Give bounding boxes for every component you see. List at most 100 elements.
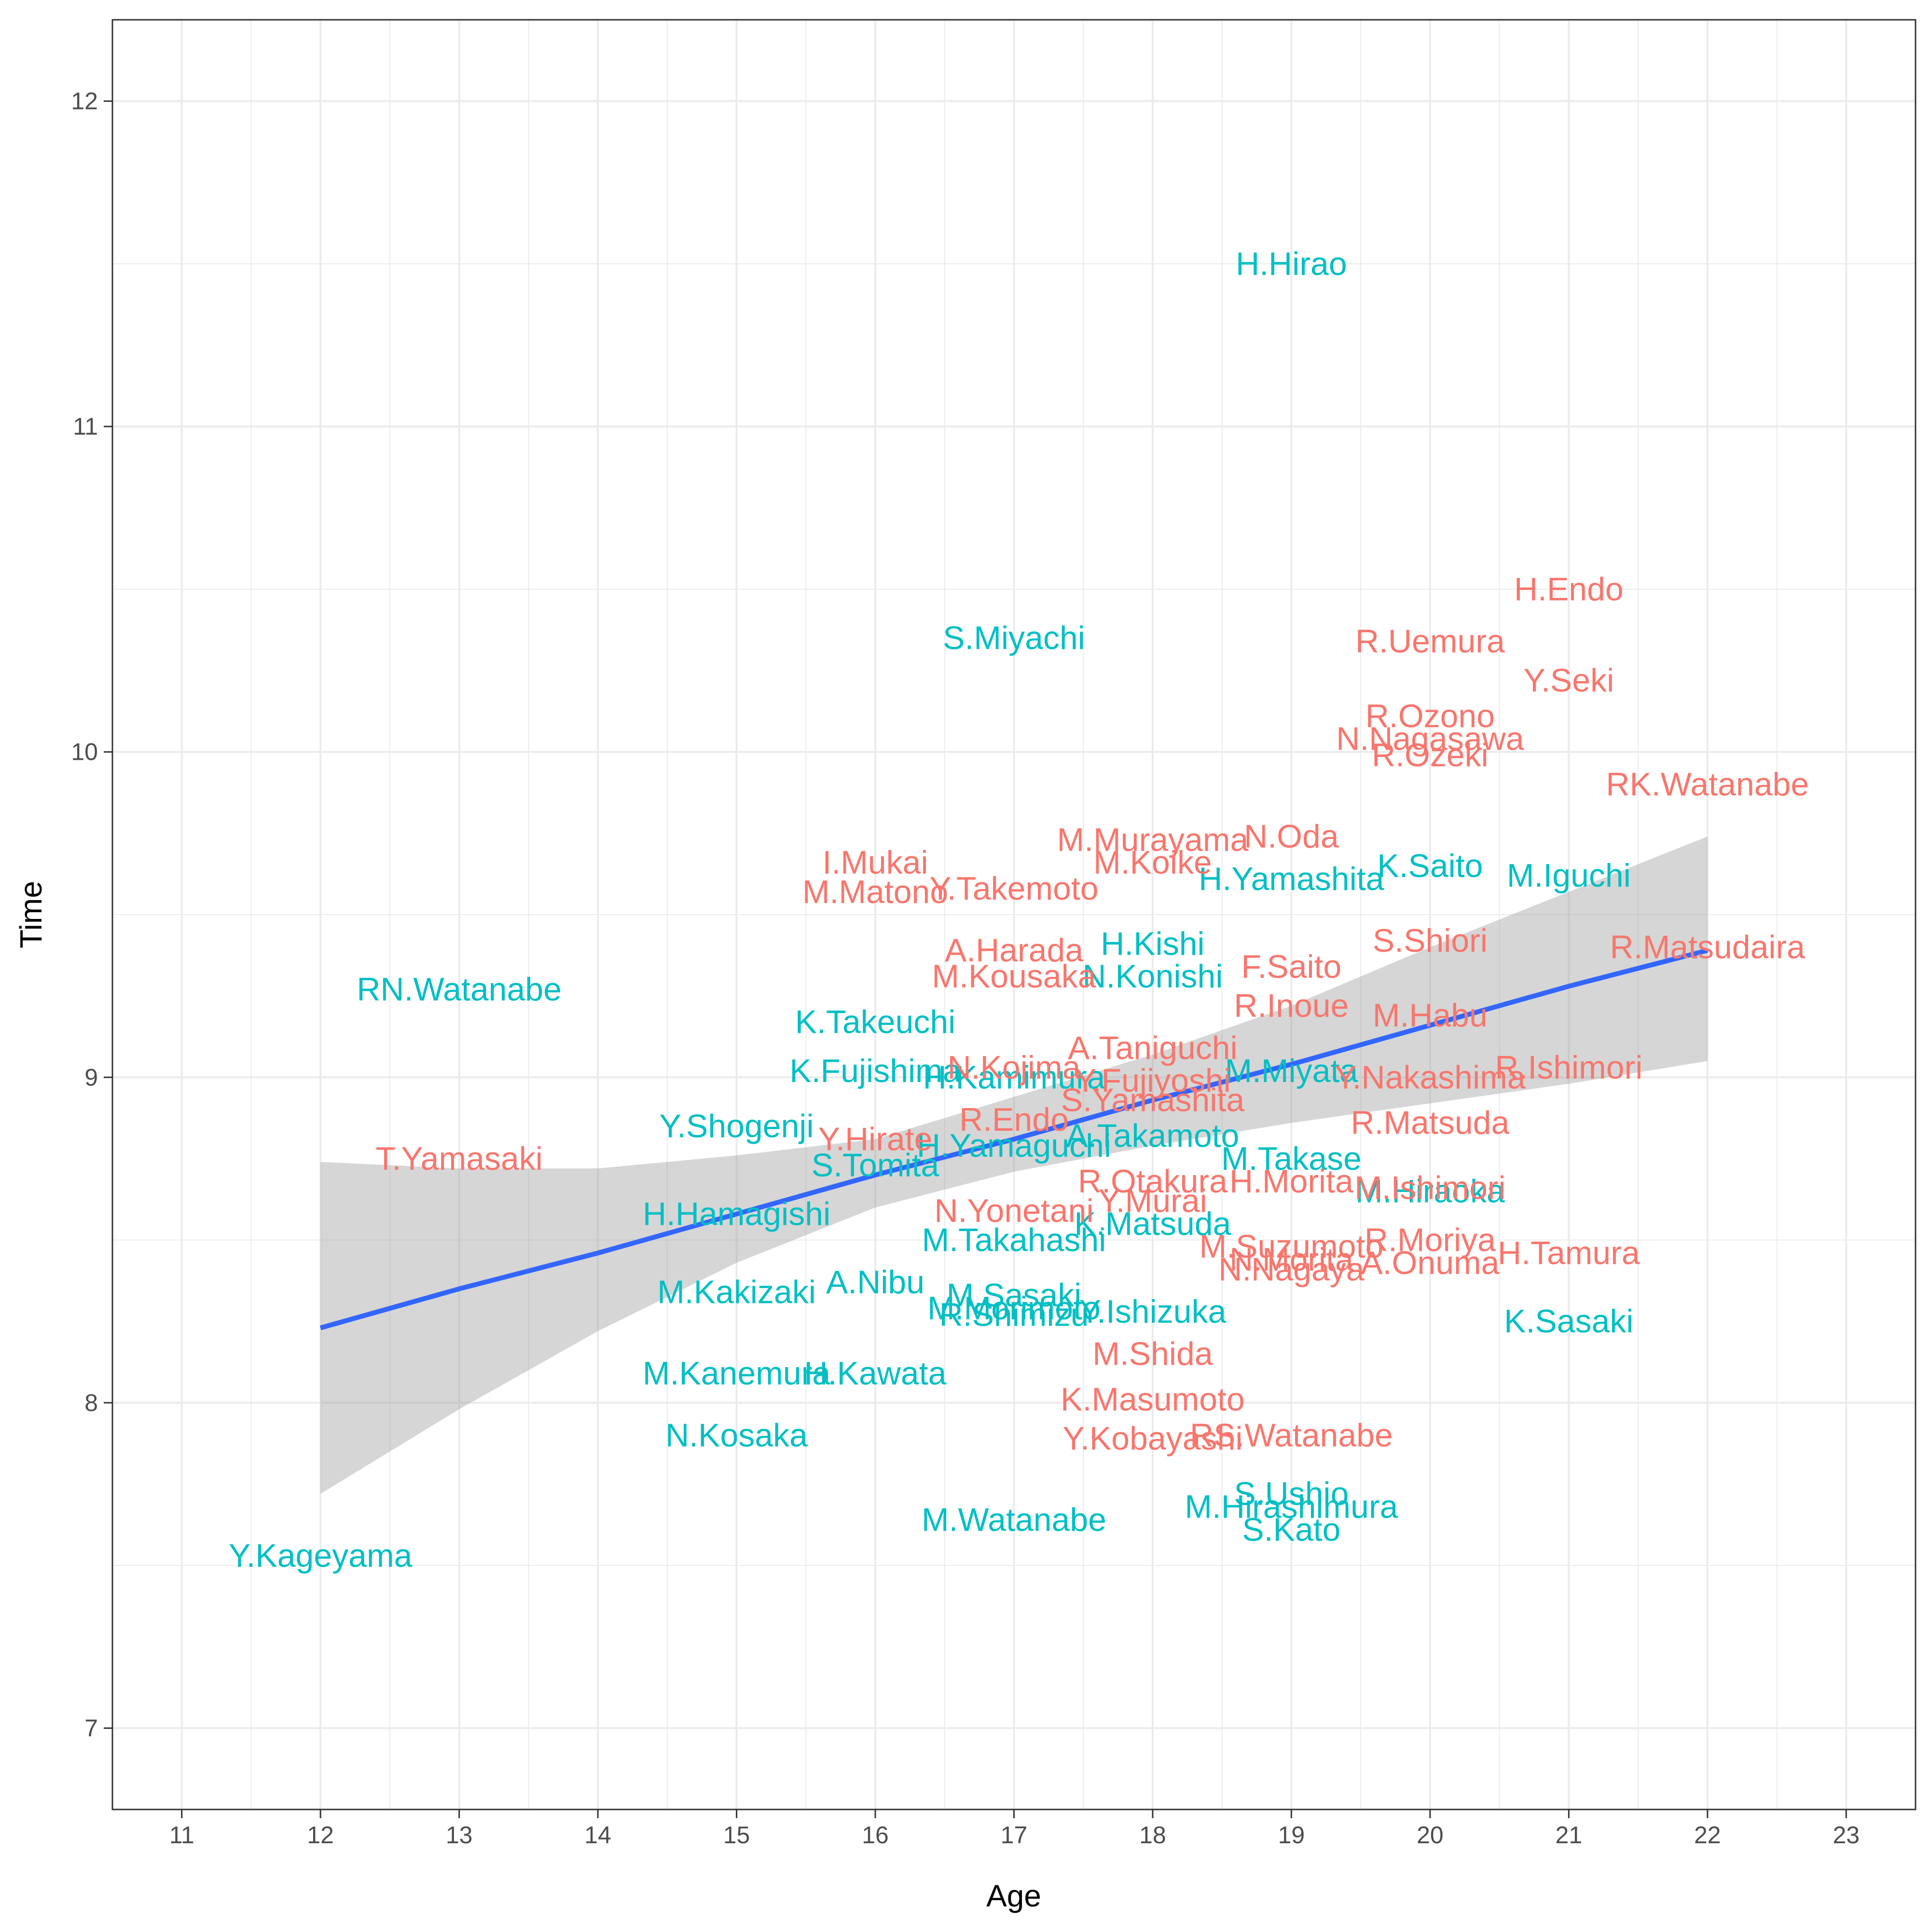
point-label: N.Oda: [1244, 818, 1339, 855]
x-tick-label: 19: [1278, 1822, 1305, 1849]
point-label: K.Takeuchi: [795, 1004, 956, 1041]
point-label: M.Ishimori: [1354, 1170, 1506, 1206]
x-tick-label: 16: [862, 1822, 889, 1849]
x-tick-label: 23: [1833, 1822, 1860, 1849]
point-label: R.Matsudaira: [1610, 929, 1806, 965]
point-label: H.Yamashita: [1199, 861, 1384, 897]
point-label: R.Ozeki: [1372, 737, 1489, 773]
point-label: A.Takamoto: [1066, 1118, 1239, 1154]
x-tick-label: 14: [584, 1822, 611, 1849]
point-label: S.Shiori: [1373, 922, 1488, 959]
point-label: Y.Fujiyoshi: [1075, 1062, 1231, 1099]
point-label: Y.Kageyama: [229, 1537, 413, 1574]
point-label: H.Hamagishi: [643, 1196, 830, 1233]
regression-line: [319, 948, 1709, 1330]
point-label: M.Shida: [1092, 1336, 1213, 1372]
x-tick-label: 17: [1001, 1822, 1028, 1849]
point-label: K.Fujishima: [789, 1053, 961, 1089]
point-label: N.Yonetani: [934, 1192, 1093, 1229]
x-tick-label: 11: [169, 1822, 194, 1849]
point-label: Y.Nakashima: [1335, 1059, 1526, 1096]
point-label: M.Morimoto: [927, 1290, 1101, 1327]
y-tick-label: 12: [71, 88, 98, 115]
point-label: M.Takahashi: [922, 1222, 1106, 1259]
y-tick-label: 9: [84, 1064, 98, 1091]
y-tick-label: 7: [84, 1714, 98, 1741]
point-label: K.Matsuda: [1074, 1206, 1231, 1242]
point-label: K.Saito: [1377, 848, 1483, 884]
point-label: M.Suzumoto: [1199, 1228, 1384, 1265]
point-label: Y.Seki: [1523, 662, 1614, 699]
point-label: M.Miyata: [1225, 1053, 1358, 1089]
point-label: M.Hirashimura: [1185, 1489, 1398, 1525]
point-label: M.Iguchi: [1507, 857, 1631, 894]
point-label: M.Koike: [1093, 844, 1212, 881]
point-label: M.Kakizaki: [657, 1274, 816, 1310]
point-label: M.Watanabe: [922, 1502, 1106, 1538]
point-label: Y.Kobayashi: [1062, 1420, 1242, 1457]
point-label: RS.Watanabe: [1190, 1417, 1393, 1453]
point-label: S.Ushio: [1234, 1476, 1349, 1512]
point-label: F.Saito: [1241, 948, 1341, 985]
point-label: RN.Watanabe: [357, 971, 562, 1008]
point-label: H.Hirao: [1236, 246, 1347, 282]
point-label: Y.Murai: [1098, 1183, 1207, 1219]
y-axis-label: Time: [14, 881, 48, 948]
x-tick-label: 12: [307, 1822, 334, 1849]
point-label: R.Uemura: [1355, 623, 1505, 659]
x-tick-label: 21: [1556, 1822, 1583, 1849]
point-label: R.Otakura: [1078, 1163, 1227, 1200]
point-label: N.Nagasawa: [1336, 721, 1524, 757]
x-tick-label: 22: [1694, 1822, 1721, 1849]
point-label: Y.Takemoto: [929, 870, 1098, 907]
point-label: N.Morita: [1229, 1241, 1353, 1278]
point-label: H.Kawata: [804, 1355, 947, 1392]
point-label: H.Yamaguchi: [917, 1127, 1111, 1164]
confidence-band: [320, 836, 1708, 1494]
point-label: Y.Shogenji: [659, 1108, 813, 1144]
point-label: M.Matono: [802, 874, 948, 910]
point-label: H.Kamimura: [923, 1059, 1105, 1096]
point-label: K.Masumoto: [1061, 1381, 1245, 1418]
point-label: A.Harada: [945, 932, 1083, 969]
point-label: M.Habu: [1373, 997, 1488, 1034]
point-label: M.Hiraoka: [1355, 1173, 1505, 1209]
point-label: R.Moriya: [1365, 1222, 1496, 1259]
x-tick-label: 13: [446, 1822, 473, 1849]
point-label: I.Mukai: [822, 844, 928, 881]
point-label: S.Kato: [1242, 1511, 1340, 1548]
point-label: R.Inoue: [1234, 987, 1349, 1024]
point-label: N.Konishi: [1082, 958, 1223, 995]
point-label: Y.Hirate: [818, 1121, 933, 1157]
point-label: M.Kousaka: [932, 958, 1096, 995]
point-label: S.Tomita: [812, 1147, 939, 1183]
point-label: T.Yamasaki: [375, 1140, 542, 1177]
point-label: S.Yamashita: [1061, 1082, 1245, 1118]
y-tick-label: 10: [71, 739, 98, 766]
point-label: M.Kanemura: [643, 1355, 830, 1392]
point-label: M.Sasaki: [947, 1277, 1082, 1314]
point-label: N.Nagaya: [1218, 1251, 1365, 1288]
point-label: R.Endo: [959, 1101, 1069, 1138]
point-label: N.Kosaka: [665, 1417, 808, 1453]
x-tick-label: 20: [1417, 1822, 1444, 1849]
point-label: R.Matsuda: [1351, 1105, 1509, 1141]
point-label: Y.Ishizuka: [1079, 1293, 1226, 1330]
point-label: S.Miyachi: [943, 620, 1085, 657]
point-label: A.Taniguchi: [1068, 1030, 1238, 1067]
x-tick-label: 15: [723, 1822, 750, 1849]
point-label: R.Ozono: [1365, 698, 1495, 735]
point-label: N.Kojima: [948, 1049, 1081, 1086]
point-label: M.Murayama: [1057, 822, 1249, 858]
point-label: H.Morita: [1229, 1163, 1353, 1200]
y-tick-label: 11: [73, 413, 98, 440]
point-label: K.Sasaki: [1504, 1303, 1633, 1340]
point-label: R.Shimizu: [939, 1297, 1089, 1333]
point-label: M.Takase: [1221, 1140, 1362, 1177]
point-label: H.Kishi: [1101, 926, 1204, 962]
point-label: H.Endo: [1514, 571, 1624, 607]
point-label: R.Ishimori: [1495, 1049, 1642, 1086]
x-axis-label: Age: [986, 1878, 1041, 1913]
